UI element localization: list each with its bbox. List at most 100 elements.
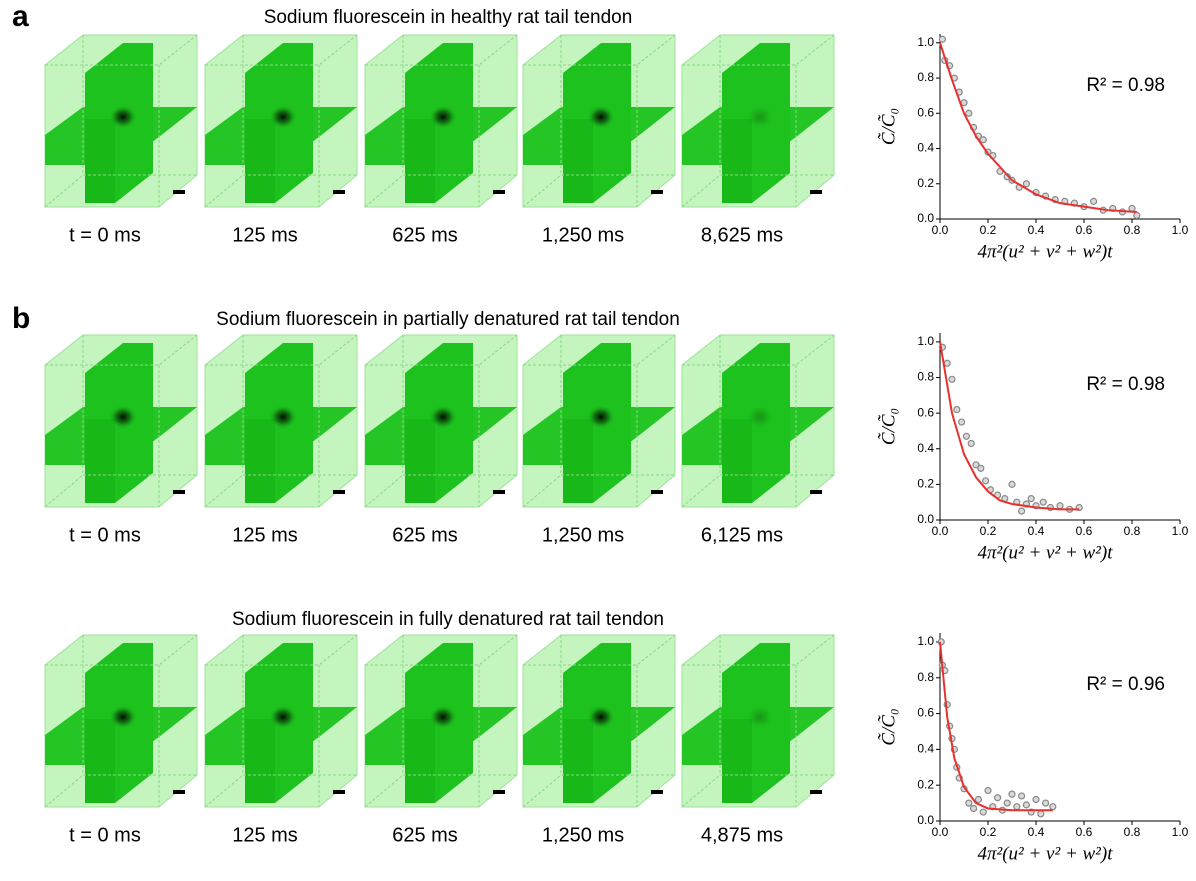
data-point (1014, 804, 1020, 810)
annotation: R² = 0.98 (1086, 75, 1165, 96)
data-point (1019, 508, 1025, 514)
vertical-plane-front (563, 719, 593, 803)
scale-bar (173, 490, 185, 494)
data-point (966, 110, 972, 116)
time-label: t = 0 ms (69, 224, 141, 246)
y-tick-label: 0.4 (917, 141, 934, 155)
x-axis-label: 4π²(u² + v² + w²)t (978, 542, 1114, 563)
vertical-plane-front (722, 419, 752, 503)
data-point (980, 137, 986, 143)
x-tick-label: 0.2 (980, 825, 997, 839)
volume-render (205, 35, 357, 207)
scale-bar (493, 790, 505, 794)
tracer-spot (269, 705, 297, 729)
data-point (1009, 791, 1015, 797)
vertical-plane-front (722, 719, 752, 803)
scale-bar (651, 790, 663, 794)
data-point (1009, 481, 1015, 487)
vertical-plane-front (563, 119, 593, 203)
x-tick-label: 0.8 (1124, 524, 1141, 538)
panel-label: a (12, 0, 29, 33)
y-tick-label: 0.6 (917, 405, 934, 419)
vertical-plane-front (85, 119, 115, 203)
tracer-spot (109, 405, 137, 429)
x-tick-label: 1.0 (1172, 825, 1189, 839)
tracer-spot (109, 705, 137, 729)
time-label: 1,250 ms (542, 824, 624, 846)
data-point (1043, 800, 1049, 806)
scale-bar (333, 190, 345, 194)
time-label: 125 ms (232, 224, 298, 246)
scale-bar (810, 490, 822, 494)
volume-render (682, 635, 834, 807)
time-label: 125 ms (232, 824, 298, 846)
data-point (939, 36, 945, 42)
x-tick-label: 0.2 (980, 524, 997, 538)
tracer-spot (587, 105, 615, 129)
y-tick-label: 0.8 (917, 70, 934, 84)
data-point (968, 440, 974, 446)
volume-render (45, 35, 197, 207)
volume-render (205, 335, 357, 507)
x-tick-label: 1.0 (1172, 524, 1189, 538)
y-tick-label: 0.2 (917, 477, 934, 491)
time-label: 1,250 ms (542, 524, 624, 546)
data-point (1057, 503, 1063, 509)
x-tick-label: 1.0 (1172, 223, 1189, 237)
scale-bar (810, 190, 822, 194)
y-tick-label: 1.0 (917, 334, 934, 348)
vertical-plane-front (405, 419, 435, 503)
tracer-spot (587, 705, 615, 729)
data-point (975, 797, 981, 803)
volume-render (682, 335, 834, 507)
scale-bar (333, 790, 345, 794)
time-label: t = 0 ms (69, 824, 141, 846)
tracer-spot (746, 105, 774, 129)
scale-bar (333, 490, 345, 494)
vertical-plane-front (245, 719, 275, 803)
time-label: t = 0 ms (69, 524, 141, 546)
data-point (954, 407, 960, 413)
data-point (949, 376, 955, 382)
volume-render (45, 335, 197, 507)
y-tick-label: 0.0 (917, 813, 934, 827)
tracer-spot (587, 405, 615, 429)
vertical-plane-front (245, 119, 275, 203)
tracer-spot (109, 105, 137, 129)
volume-render (365, 635, 517, 807)
data-point (1004, 800, 1010, 806)
figure: a Sodium fluorescein in healthy rat tail… (0, 0, 1196, 881)
volume-render (365, 335, 517, 507)
time-label: 125 ms (232, 524, 298, 546)
annotation: R² = 0.96 (1086, 674, 1165, 695)
data-point (959, 419, 965, 425)
scale-bar (810, 790, 822, 794)
tracer-spot (269, 105, 297, 129)
y-tick-label: 0.2 (917, 777, 934, 791)
data-point (985, 788, 991, 794)
y-tick-label: 0.4 (917, 441, 934, 455)
data-point (971, 805, 977, 811)
vertical-plane-front (563, 419, 593, 503)
x-tick-label: 0.4 (1028, 524, 1045, 538)
row-title: Sodium fluorescein in healthy rat tail t… (264, 7, 633, 28)
scale-bar (493, 190, 505, 194)
volume-render (205, 635, 357, 807)
vertical-plane-front (245, 419, 275, 503)
scale-bar (173, 790, 185, 794)
vertical-plane-front (85, 419, 115, 503)
data-point (1033, 797, 1039, 803)
volume-render (523, 335, 675, 507)
data-point (1019, 793, 1025, 799)
data-point (1028, 496, 1034, 502)
x-tick-label: 0.2 (980, 223, 997, 237)
y-tick-label: 0.2 (917, 176, 934, 190)
scale-bar (493, 490, 505, 494)
data-point (944, 360, 950, 366)
y-tick-label: 0.6 (917, 706, 934, 720)
x-tick-label: 0.8 (1124, 223, 1141, 237)
x-tick-label: 0.8 (1124, 825, 1141, 839)
x-tick-label: 0.6 (1076, 223, 1093, 237)
x-tick-label: 0.4 (1028, 223, 1045, 237)
y-axis-label: C̃/C̃₀ (878, 708, 899, 745)
